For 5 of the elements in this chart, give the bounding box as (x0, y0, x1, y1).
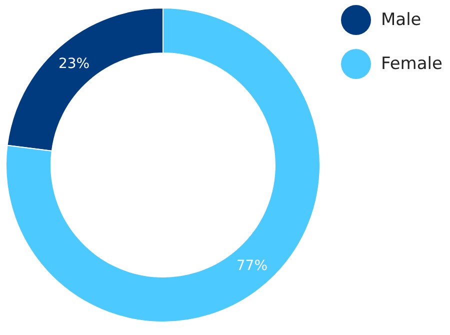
legend-label: Male (381, 10, 422, 30)
donut-slice (6, 8, 320, 322)
data-label: 23% (58, 56, 90, 72)
legend-label: Female (381, 54, 442, 74)
data-label: 77% (236, 258, 268, 274)
